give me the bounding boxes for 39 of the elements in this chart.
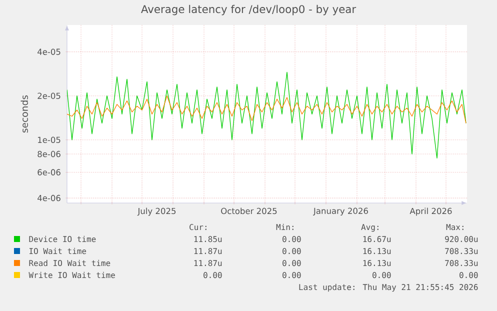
- text: 16.67u: [363, 236, 391, 242]
- x-tick-label: July 2025: [137, 208, 176, 216]
- text: 920.00u: [445, 236, 478, 242]
- text: 0.00: [372, 272, 391, 278]
- legend-label: IO Wait time: [30, 248, 86, 254]
- text: 708.33u: [445, 248, 478, 254]
- text: 0.00: [282, 272, 301, 278]
- y-tick-label: 6e-06: [38, 169, 60, 176]
- chart-title: Average latency for /dev/loop0 - by year: [141, 4, 356, 16]
- text: 11.87u: [194, 260, 222, 266]
- line-series: [67, 72, 466, 158]
- text: 0.00: [282, 236, 301, 242]
- text: 0.00: [460, 272, 478, 278]
- text: 708.33u: [445, 260, 478, 266]
- legend-label: Device IO time: [29, 236, 96, 242]
- text: 16.13u: [363, 248, 391, 254]
- legend-label: Write IO Wait time: [28, 272, 115, 278]
- text: 0.00: [282, 248, 301, 254]
- y-axis-title: seconds: [20, 95, 28, 133]
- text: Max:: [446, 224, 464, 230]
- text: Last update: Thu May 21 21:55:45 2026: [299, 284, 478, 292]
- y-tick-label: 2e-05: [38, 92, 60, 99]
- y-tick-label: 8e-06: [38, 150, 60, 158]
- text: 0.00: [282, 260, 301, 266]
- text: 16.13u: [363, 260, 391, 266]
- text: 11.85u: [194, 236, 222, 242]
- text: Min:: [276, 224, 294, 230]
- text: 11.87u: [194, 248, 222, 254]
- y-tick-label: 4e-06: [38, 194, 60, 202]
- y-tick-label: 4e-05: [38, 48, 60, 55]
- text: Cur:: [190, 224, 206, 230]
- x-tick-label: April 2026: [410, 208, 452, 216]
- line-series: [67, 95, 466, 124]
- text: Avg:: [361, 224, 378, 232]
- text: 0.00: [204, 272, 222, 278]
- x-tick-label: January 2026: [313, 208, 368, 216]
- y-tick-label: 1e-05: [38, 136, 60, 143]
- legend-label: Read IO Wait time: [29, 260, 110, 266]
- x-tick-label: October 2025: [221, 208, 277, 214]
